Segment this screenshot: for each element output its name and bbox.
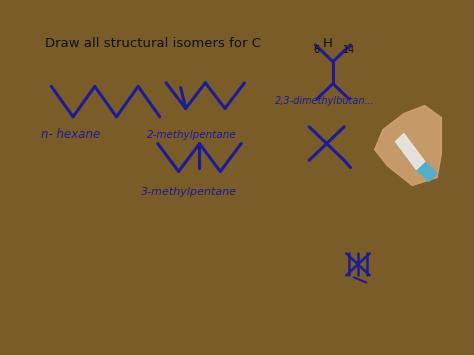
Text: 2-methylpentane: 2-methylpentane — [147, 130, 237, 140]
Polygon shape — [416, 162, 437, 181]
Text: 6: 6 — [313, 45, 319, 55]
Polygon shape — [374, 106, 441, 185]
Text: 14: 14 — [343, 45, 356, 55]
Text: 3-methylpentane: 3-methylpentane — [141, 187, 237, 197]
Text: Draw all structural isomers for C: Draw all structural isomers for C — [45, 37, 261, 50]
Text: H: H — [322, 37, 332, 50]
Text: n- hexane: n- hexane — [41, 127, 100, 141]
Polygon shape — [395, 133, 425, 169]
Text: 2,3-dimethylbutan...: 2,3-dimethylbutan... — [274, 95, 374, 106]
